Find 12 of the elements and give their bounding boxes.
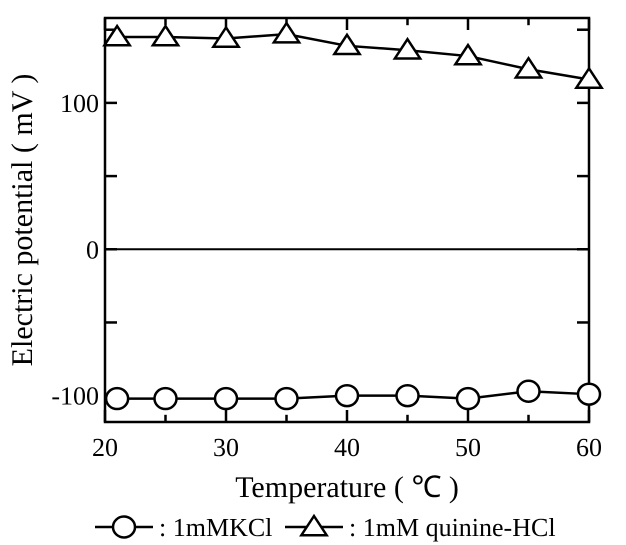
y-tick-label: -100 (51, 382, 99, 411)
x-tick-label: 60 (576, 433, 602, 462)
x-tick-label: 40 (334, 433, 360, 462)
x-tick-label: 50 (455, 433, 481, 462)
y-axis-title: Electric potential ( mV ) (6, 74, 39, 366)
legend-label: : 1mM quinine-HCl (349, 513, 556, 542)
x-tick-label: 30 (213, 433, 239, 462)
x-axis-title: Temperature ( ℃ ) (235, 471, 459, 504)
legend-label: : 1mMKCl (159, 513, 272, 542)
x-tick-label: 20 (92, 433, 118, 462)
y-tick-label: 100 (60, 88, 99, 118)
y-tick-label: 0 (86, 235, 99, 264)
